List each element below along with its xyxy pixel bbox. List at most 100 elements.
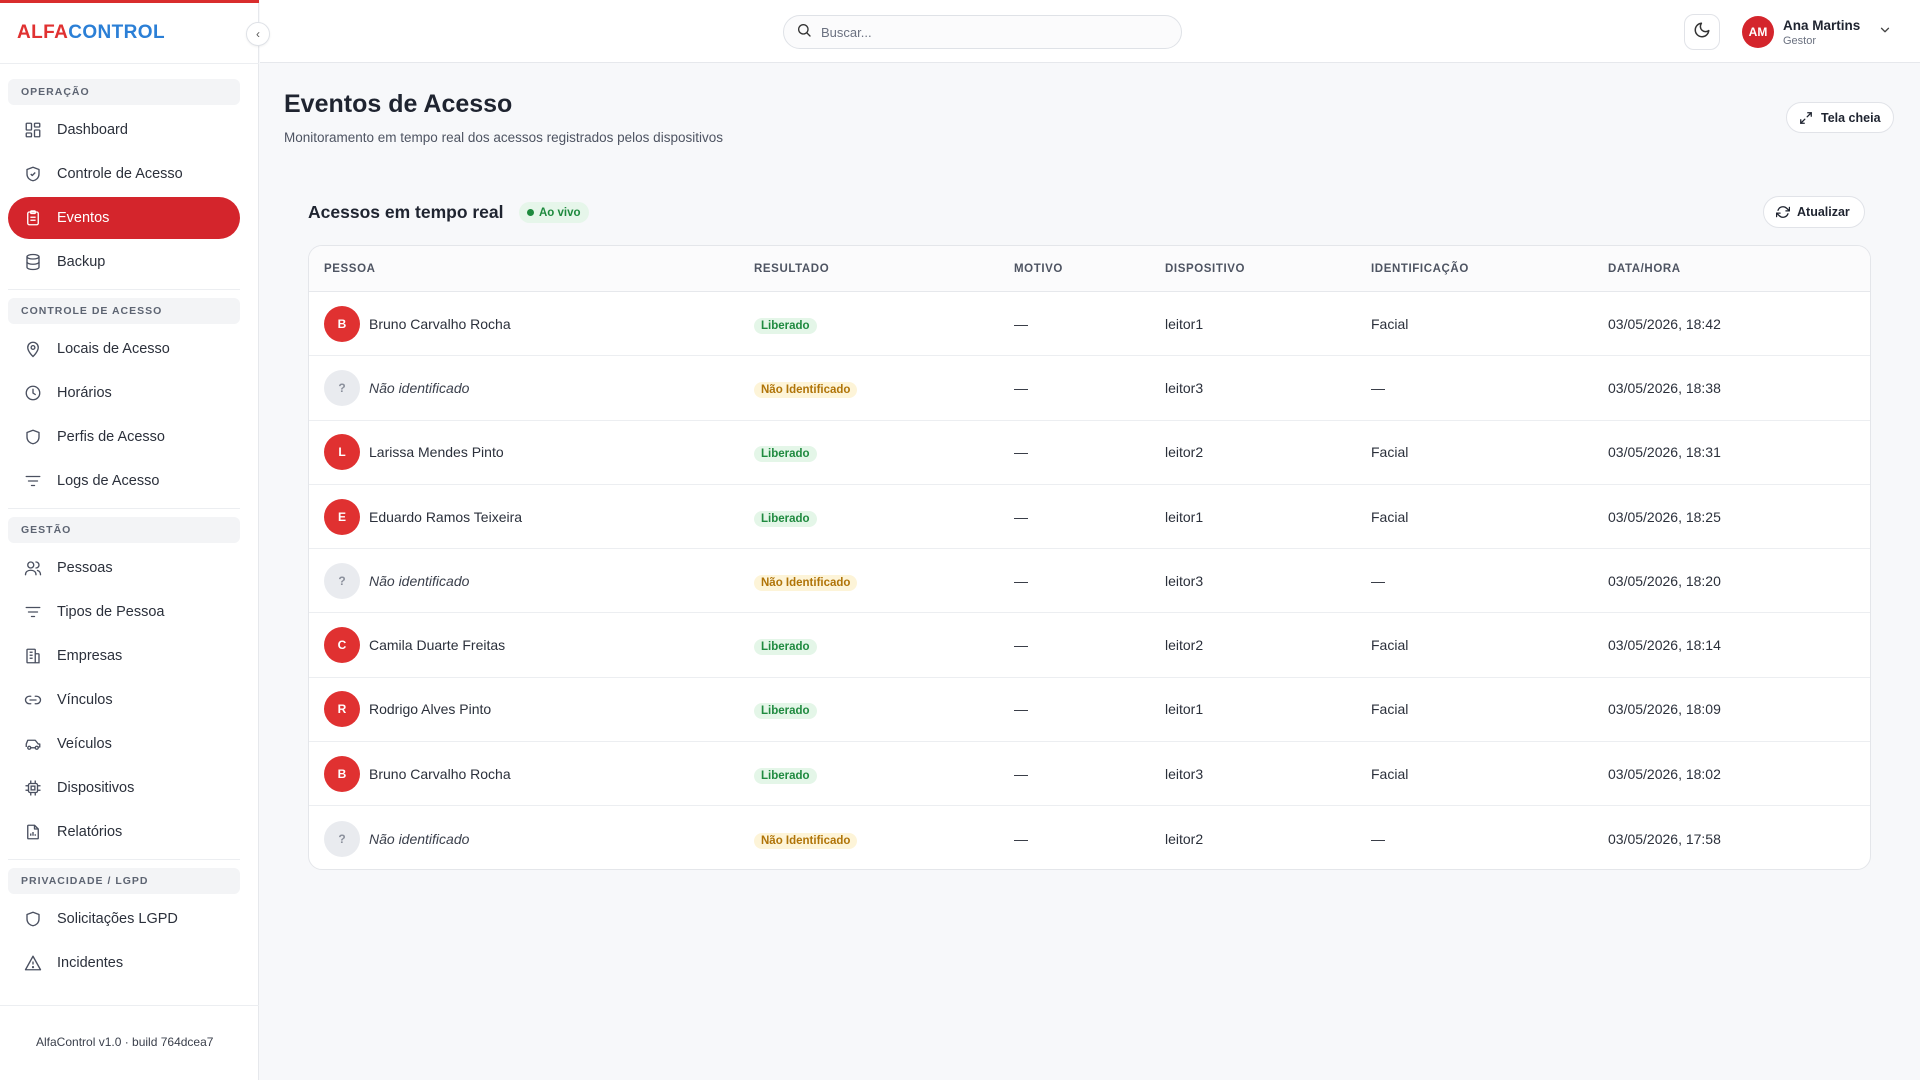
sidebar-item-solicitacoes-lgpd[interactable]: Solicitações LGPD [8,898,240,940]
sidebar-item-horarios[interactable]: Horários [8,372,240,414]
sidebar-item-vinculos[interactable]: Vínculos [8,679,240,721]
sidebar-item-label: Dashboard [57,122,128,138]
cell-device: leitor1 [1165,701,1204,718]
col-header-person[interactable]: PESSOA [324,263,376,275]
result-badge: Liberado [754,703,817,720]
sidebar-item-veiculos[interactable]: Veículos [8,723,240,765]
person-name: Rodrigo Alves Pinto [369,701,492,718]
col-header-datetime[interactable]: DATA/HORA [1608,263,1681,275]
sidebar-section-divider [8,289,240,290]
sidebar-item-label: Controle de Acesso [57,166,183,182]
cell-reason: — [1014,701,1028,718]
search-box[interactable] [783,15,1182,49]
cell-reason: — [1014,765,1028,782]
user-avatar: AM [1742,16,1774,48]
sidebar-section-title: GESTÃO [8,517,240,543]
table-row[interactable]: R Rodrigo Alves Pinto Liberado — leitor1… [309,678,1870,743]
cell-identification: Facial [1371,315,1409,332]
sidebar-item-empresas[interactable]: Empresas [8,635,240,677]
user-role: Gestor [1783,34,1817,47]
person-name: Não identificado [369,830,470,847]
sidebar-item-label: Logs de Acesso [57,473,160,489]
table-row[interactable]: ? Não identificado Não Identificado — le… [309,549,1870,614]
sidebar-item-locais-de-acesso[interactable]: Locais de Acesso [8,328,240,370]
table-row[interactable]: B Bruno Carvalho Rocha Liberado — leitor… [309,292,1870,357]
sidebar-item-relatorios[interactable]: Relatórios [8,811,240,853]
sidebar-item-perfis-de-acesso[interactable]: Perfis de Acesso [8,416,240,458]
col-header-identification[interactable]: IDENTIFICAÇÃO [1371,263,1469,275]
cell-identification: — [1371,379,1385,396]
cell-datetime: 03/05/2026, 18:42 [1608,315,1721,332]
sidebar-item-logs-de-acesso[interactable]: Logs de Acesso [8,460,240,502]
refresh-label: Atualizar [1797,205,1850,219]
col-header-reason[interactable]: MOTIVO [1014,263,1063,275]
person-avatar: ? [324,562,360,599]
person-avatar: E [324,498,360,535]
cell-device: leitor2 [1165,830,1204,847]
person-avatar: R [324,691,360,728]
cell-device: leitor2 [1165,444,1204,461]
theme-toggle-button[interactable] [1684,14,1720,50]
sidebar-item-label: Dispositivos [57,780,135,796]
sidebar-item-label: Vínculos [57,692,113,708]
car-icon [23,734,43,754]
fullscreen-label: Tela cheia [1821,110,1881,125]
cell-reason: — [1014,379,1028,396]
map-pin-icon [23,339,43,359]
sidebar-item-label: Perfis de Acesso [57,429,165,445]
cell-identification: Facial [1371,701,1409,718]
user-menu[interactable]: AM Ana Martins Gestor [1742,14,1892,50]
logo-part-control: CONTROL [68,22,165,43]
sidebar-item-dashboard[interactable]: Dashboard [8,109,240,151]
cell-person: R Rodrigo Alves Pinto [324,691,492,728]
result-badge: Não Identificado [754,381,858,398]
fullscreen-button[interactable]: Tela cheia [1786,102,1894,133]
moon-icon [1693,21,1711,44]
filter-icon [23,471,43,491]
table-row[interactable]: C Camila Duarte Freitas Liberado — leito… [309,613,1870,678]
cell-person: E Eduardo Ramos Teixeira [324,498,523,535]
expand-icon [1799,111,1813,125]
chevron-down-icon [1878,23,1892,42]
cell-identification: Facial [1371,508,1409,525]
result-badge: Liberado [754,767,817,784]
user-name: Ana Martins [1783,17,1861,33]
events-table: PESSOA RESULTADO MOTIVO DISPOSITIVO IDEN… [308,245,1871,870]
person-name: Eduardo Ramos Teixeira [369,508,523,525]
sidebar-divider [0,63,259,64]
col-header-device[interactable]: DISPOSITIVO [1165,263,1246,275]
person-name: Camila Duarte Freitas [369,637,506,654]
live-badge: Ao vivo [519,202,589,223]
sidebar-item-pessoas[interactable]: Pessoas [8,547,240,589]
table-row[interactable]: B Bruno Carvalho Rocha Liberado — leitor… [309,742,1870,807]
table-row[interactable]: L Larissa Mendes Pinto Liberado — leitor… [309,421,1870,485]
cell-result: Liberado [754,444,817,463]
person-name: Não identificado [369,379,470,396]
result-badge: Liberado [754,639,817,656]
col-header-result[interactable]: RESULTADO [754,263,830,275]
sidebar-item-tipos-de-pessoa[interactable]: Tipos de Pessoa [8,591,240,633]
person-name: Bruno Carvalho Rocha [369,315,511,332]
sidebar-item-controle-de-acesso[interactable]: Controle de Acesso [8,153,240,195]
sidebar-item-backup[interactable]: Backup [8,241,240,283]
search-input[interactable] [821,24,1161,40]
table-row[interactable]: E Eduardo Ramos Teixeira Liberado — leit… [309,485,1870,550]
table-row[interactable]: ? Não identificado Não Identificado — le… [309,806,1870,869]
person-avatar: C [324,627,360,664]
app-logo[interactable]: ALFACONTROL [17,22,165,44]
table-row[interactable]: ? Não identificado Não Identificado — le… [309,356,1870,421]
collapse-sidebar-button[interactable]: ‹ [246,22,270,46]
filter-icon [23,602,43,622]
sidebar-item-label: Locais de Acesso [57,341,170,357]
cell-device: leitor3 [1165,572,1204,589]
link-icon [23,690,43,710]
sidebar-item-label: Empresas [57,648,123,664]
logo-part-alfa: ALFA [17,22,69,43]
sidebar-item-eventos[interactable]: Eventos [8,197,240,239]
cell-reason: — [1014,572,1028,589]
sidebar-item-incidentes[interactable]: Incidentes [8,942,240,984]
sidebar-item-dispositivos[interactable]: Dispositivos [8,767,240,809]
cell-datetime: 03/05/2026, 18:38 [1608,379,1721,396]
cell-identification: Facial [1371,444,1409,461]
refresh-button[interactable]: Atualizar [1763,196,1865,228]
